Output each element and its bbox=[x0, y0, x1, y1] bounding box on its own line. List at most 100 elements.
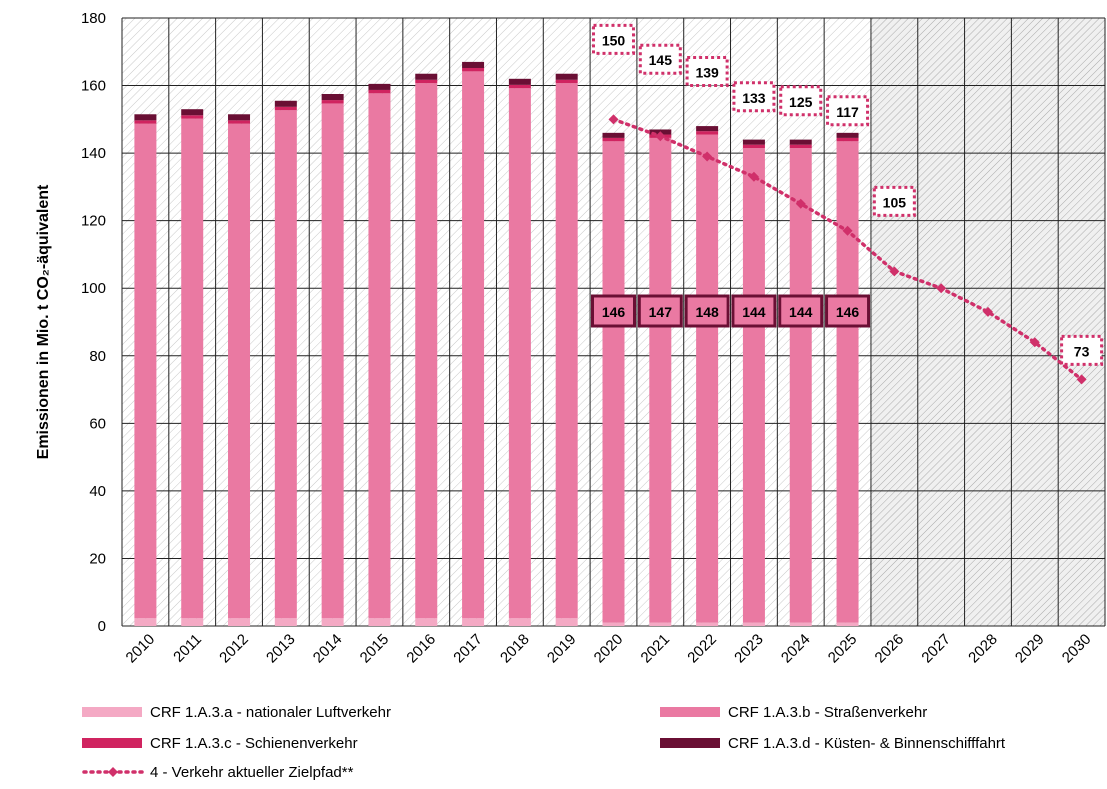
bar-segment bbox=[415, 83, 438, 619]
bar-segment bbox=[368, 93, 391, 619]
bar-segment bbox=[742, 622, 765, 626]
bar-segment bbox=[415, 73, 438, 80]
bar-segment bbox=[134, 123, 157, 619]
bar-segment bbox=[462, 618, 485, 626]
legend-swatch bbox=[82, 707, 142, 717]
bar-segment bbox=[274, 106, 297, 111]
x-tick-label: 2024 bbox=[778, 631, 814, 667]
bar-segment bbox=[462, 71, 485, 619]
bar-segment bbox=[508, 618, 531, 626]
bar-segment bbox=[602, 132, 625, 138]
bar-segment bbox=[181, 115, 204, 119]
bar-segment bbox=[555, 83, 578, 619]
total-label: 148 bbox=[684, 294, 730, 328]
line-value-label: 105 bbox=[883, 194, 907, 210]
bar-segment bbox=[134, 120, 157, 124]
total-label: 144 bbox=[731, 294, 777, 328]
total-box bbox=[591, 294, 636, 328]
target-marker bbox=[936, 283, 947, 294]
bar-segment bbox=[742, 148, 765, 623]
y-axis-title: Emissionen in Mio. t CO₂-äquivalent bbox=[35, 184, 52, 459]
legend-label: CRF 1.A.3.c - Schienenverkehr bbox=[150, 735, 358, 752]
label-box bbox=[1060, 334, 1104, 366]
target-marker bbox=[608, 114, 619, 125]
label-box bbox=[638, 43, 682, 75]
x-tick-label: 2026 bbox=[872, 631, 908, 667]
y-tick-label: 0 bbox=[98, 618, 106, 635]
line-value-label: 125 bbox=[789, 94, 813, 110]
bar-segment bbox=[368, 83, 391, 90]
total-box bbox=[778, 294, 824, 328]
y-tick-label: 40 bbox=[89, 483, 106, 500]
total-text: 144 bbox=[742, 304, 766, 320]
bar-segment bbox=[228, 123, 251, 619]
bar-segment bbox=[181, 618, 204, 626]
bar-segment bbox=[415, 79, 438, 84]
x-tick-label: 2020 bbox=[591, 631, 627, 667]
total-text: 147 bbox=[649, 304, 673, 320]
y-tick-label: 80 bbox=[89, 348, 106, 365]
x-tick-label: 2015 bbox=[357, 631, 393, 667]
legend-swatch bbox=[660, 738, 720, 748]
total-box bbox=[637, 294, 683, 328]
bar-segment bbox=[836, 137, 859, 142]
legend-label: CRF 1.A.3.d - Küsten- & Binnenschifffahr… bbox=[728, 735, 1006, 752]
y-tick-label: 180 bbox=[81, 10, 106, 27]
bar-segment bbox=[274, 100, 297, 107]
x-tick-label: 2030 bbox=[1059, 631, 1095, 667]
bar-segment bbox=[555, 618, 578, 626]
label-box bbox=[592, 23, 635, 55]
target-marker bbox=[655, 131, 666, 142]
bar-segment bbox=[228, 120, 251, 124]
bar-segment bbox=[228, 618, 251, 626]
x-tick-label: 2012 bbox=[216, 631, 252, 667]
legend-label: 4 - Verkehr aktueller Zielpfad** bbox=[150, 764, 354, 781]
bar-segment bbox=[321, 94, 344, 101]
legend-swatch bbox=[82, 738, 142, 748]
total-label: 147 bbox=[637, 294, 683, 328]
bar-segment bbox=[649, 622, 672, 626]
line-value-label: 133 bbox=[742, 90, 766, 106]
target-marker bbox=[1029, 337, 1040, 348]
x-tick-label: 2022 bbox=[684, 631, 720, 667]
bar-segment bbox=[508, 84, 531, 89]
bar-segment bbox=[742, 139, 765, 145]
bar-segment bbox=[789, 622, 812, 626]
bar-segment bbox=[555, 73, 578, 80]
x-tick-label: 2017 bbox=[450, 631, 486, 667]
total-box bbox=[825, 294, 871, 328]
bar-segment bbox=[789, 144, 812, 149]
legend-label: CRF 1.A.3.a - nationaler Luftverkehr bbox=[150, 704, 391, 721]
bar-segment bbox=[789, 139, 812, 145]
target-marker bbox=[795, 198, 806, 209]
bar-segment bbox=[836, 132, 859, 138]
bar-segment bbox=[836, 141, 859, 623]
target-marker bbox=[748, 171, 759, 182]
x-tick-label: 2023 bbox=[731, 631, 767, 667]
total-text: 144 bbox=[789, 304, 813, 320]
label-box bbox=[826, 95, 870, 127]
total-box bbox=[684, 294, 730, 328]
x-tick-label: 2013 bbox=[263, 631, 299, 667]
total-label: 146 bbox=[825, 294, 871, 328]
bar-segment bbox=[462, 67, 485, 72]
bar-segment bbox=[508, 78, 531, 85]
line-value-label: 73 bbox=[1074, 343, 1090, 359]
x-tick-label: 2016 bbox=[403, 631, 439, 667]
bar-segment bbox=[368, 89, 391, 94]
bar-segment bbox=[696, 131, 719, 135]
bar-segment bbox=[602, 141, 625, 623]
bar-segment bbox=[696, 134, 719, 623]
label-box bbox=[685, 55, 729, 87]
y-tick-label: 160 bbox=[81, 78, 106, 95]
bar-segment bbox=[696, 622, 719, 626]
bar-segment bbox=[415, 618, 438, 626]
bar-segment bbox=[602, 622, 625, 626]
x-tick-label: 2011 bbox=[170, 631, 205, 666]
label-box bbox=[732, 81, 776, 113]
bar-segment bbox=[462, 61, 485, 68]
bar-segment bbox=[228, 114, 251, 121]
y-tick-label: 120 bbox=[81, 213, 106, 230]
bar-segment bbox=[836, 622, 859, 626]
